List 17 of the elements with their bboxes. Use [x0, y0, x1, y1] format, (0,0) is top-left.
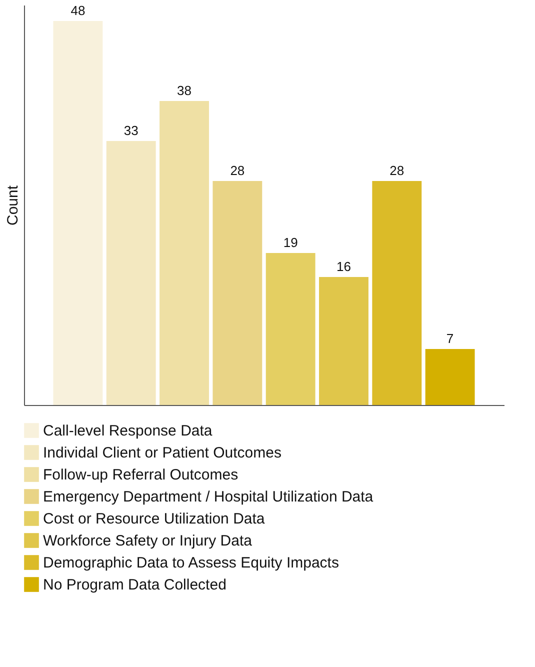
legend-label: Cost or Resource Utilization Data [43, 510, 266, 528]
legend-label: No Program Data Collected [43, 576, 226, 594]
data-label: 7 [446, 331, 454, 346]
legend-label: Workforce Safety or Injury Data [43, 532, 253, 550]
data-label: 48 [70, 3, 86, 18]
legend-label: Follow-up Referral Outcomes [43, 466, 238, 484]
data-label: 28 [230, 163, 245, 178]
legend-label: Demographic Data to Assess Equity Impacts [43, 554, 339, 572]
data-label: 19 [283, 235, 298, 250]
data-label: 33 [124, 123, 138, 138]
data-label: 28 [390, 163, 404, 178]
y-axis-title: Count [4, 184, 22, 226]
data-label: 16 [336, 259, 351, 274]
legend-label: Individal Client or Patient Outcomes [43, 444, 282, 462]
data-label: 38 [177, 83, 192, 98]
legend-label: Emergency Department / Hospital Utilization Data [43, 488, 374, 506]
legend-label: Call-level Response Data [43, 422, 213, 440]
